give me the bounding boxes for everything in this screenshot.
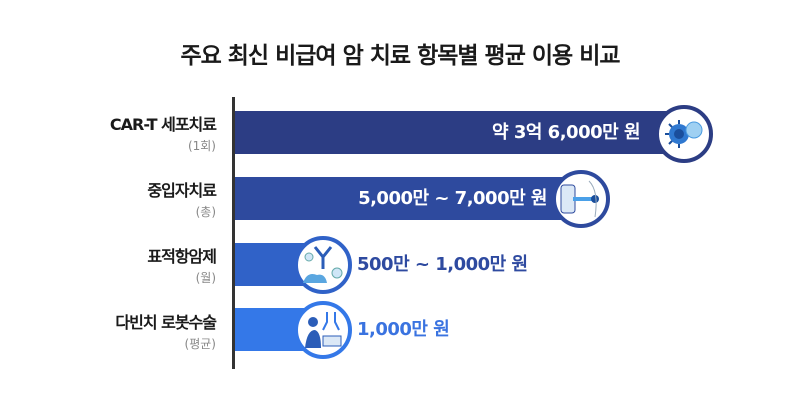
chart-title: 주요 최신 비급여 암 치료 항목별 평균 이용 비교 (180, 43, 620, 69)
category-name: CAR-T 세포치료 (109, 115, 217, 134)
value-label-car-t: 약 3억 6,000만 원 (492, 122, 641, 143)
category-label-targeted: 표적항암제 (월) (147, 243, 217, 286)
category-label-car-t: CAR-T 세포치료 (1회) (109, 111, 217, 154)
category-unit: (총) (195, 205, 216, 219)
car-t-cell-icon (655, 105, 713, 163)
category-unit: (1회) (187, 139, 216, 153)
category-label-robot: 다빈치 로봇수술 (평균) (115, 309, 217, 352)
category-unit: (평균) (184, 337, 216, 351)
value-label-robot: 1,000만 원 (357, 319, 450, 340)
category-unit: (월) (195, 271, 216, 285)
bar-car-t (235, 111, 685, 154)
value-label-targeted: 500만 ~ 1,000만 원 (357, 254, 528, 275)
value-label-heavy-ion: 5,000만 ~ 7,000만 원 (358, 188, 547, 209)
antibody-icon (294, 236, 352, 294)
bar-heavy-ion (235, 177, 585, 220)
heavy-ion-therapy-icon (552, 170, 610, 228)
category-name: 중입자치료 (147, 181, 217, 200)
category-name: 표적항암제 (147, 247, 217, 266)
category-label-heavy-ion: 중입자치료 (총) (147, 177, 217, 220)
category-name: 다빈치 로봇수술 (115, 313, 217, 332)
robot-surgery-icon (294, 301, 352, 359)
y-axis-line (232, 97, 235, 369)
